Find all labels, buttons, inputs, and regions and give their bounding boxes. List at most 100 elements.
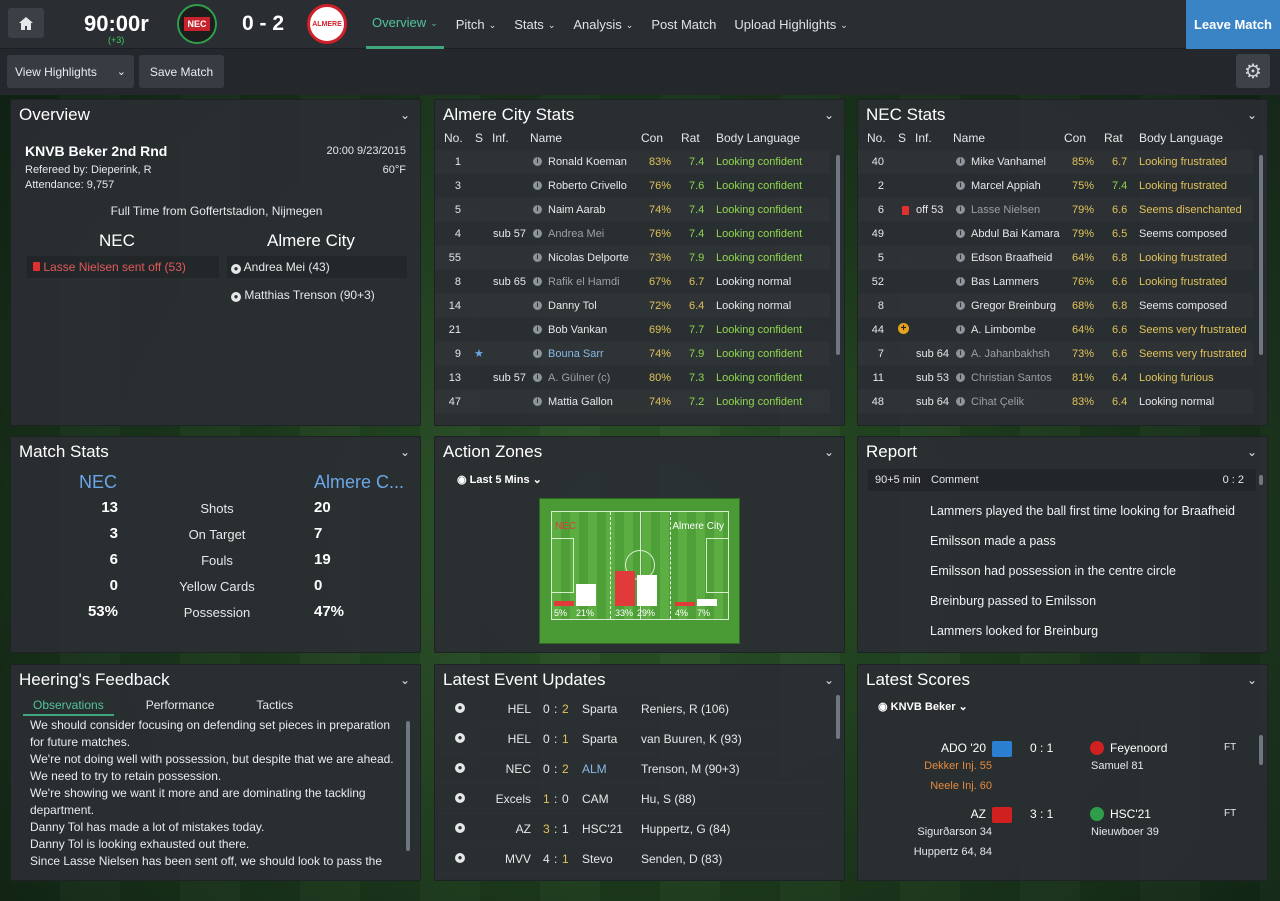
player-name[interactable]: Bob Vankan	[548, 324, 608, 336]
home-team[interactable]: MVV	[504, 852, 531, 866]
away-team[interactable]: ALM	[582, 762, 607, 776]
info-icon[interactable]: i	[956, 373, 965, 382]
settings-button[interactable]: ⚙	[1236, 54, 1270, 88]
scrollbar[interactable]	[836, 695, 840, 739]
player-name[interactable]: Roberto Crivello	[548, 180, 627, 192]
column-header[interactable]: Inf.	[915, 131, 932, 145]
away-team[interactable]: HSC'21	[582, 822, 623, 836]
info-icon[interactable]: i	[956, 205, 965, 214]
score-row[interactable]: AZ 3 : 1 HSC'21 FT Sigurðarson 34 Huppertz 64…	[858, 804, 1258, 864]
home-team-crest[interactable]: NEC	[177, 4, 217, 44]
home-button[interactable]	[8, 8, 44, 38]
info-icon[interactable]: i	[956, 157, 965, 166]
info-icon[interactable]: i	[533, 181, 542, 190]
tab-stats[interactable]: Stats ⌄	[508, 0, 561, 49]
chevron-down-icon[interactable]: ⌄	[823, 445, 834, 459]
info-icon[interactable]: i	[533, 157, 542, 166]
column-header[interactable]: Rat	[681, 131, 700, 145]
player-name[interactable]: Marcel Appiah	[971, 180, 1041, 192]
away-team-crest[interactable]: ALMERE	[307, 4, 347, 44]
away-team[interactable]: Sparta	[582, 702, 618, 716]
info-icon[interactable]: i	[533, 373, 542, 382]
scrollbar[interactable]	[1259, 155, 1263, 355]
event-row[interactable]: ● HEL 0:1 Sparta van Buuren, K (93)	[435, 724, 830, 754]
column-header[interactable]: S	[898, 131, 907, 145]
away-team[interactable]: Sparta	[582, 732, 618, 746]
table-row[interactable]: 2 i Marcel Appiah 75% 7.4 Looking frustrated	[858, 174, 1253, 198]
info-icon[interactable]: i	[533, 253, 542, 262]
player-name[interactable]: Edson Braafheid	[971, 252, 1053, 264]
info-icon[interactable]: i	[956, 301, 965, 310]
away-team[interactable]: Feyenoord	[1110, 741, 1168, 755]
info-icon[interactable]: i	[956, 349, 965, 358]
tab-performance[interactable]: Performance	[145, 698, 215, 712]
tab-tactics[interactable]: Tactics	[256, 698, 294, 712]
chevron-down-icon[interactable]: ⌄	[823, 673, 834, 687]
player-name[interactable]: Gregor Breinburg	[971, 300, 1056, 312]
home-team[interactable]: Excels	[495, 792, 531, 806]
column-header[interactable]: S	[475, 131, 484, 145]
chevron-down-icon[interactable]: ⌄	[1246, 108, 1257, 122]
table-row[interactable]: 14 i Danny Tol 72% 6.4 Looking normal	[435, 294, 830, 318]
home-team[interactable]: HEL	[507, 702, 531, 716]
chevron-down-icon[interactable]: ⌄	[399, 673, 410, 687]
table-row[interactable]: 7 sub 64 i A. Jahanbakhsh 73% 6.6 Seems very f…	[858, 342, 1253, 366]
table-row[interactable]: 13 sub 57 i A. Gülner (c) 80% 7.3 Looking conf…	[435, 366, 830, 390]
home-team[interactable]: AZ	[515, 822, 531, 836]
player-name[interactable]: Andrea Mei	[548, 228, 605, 240]
table-row[interactable]: 6 off 53 i Lasse Nielsen 79% 6.6 Seems disench…	[858, 198, 1253, 222]
info-icon[interactable]: i	[956, 397, 965, 406]
info-icon[interactable]: i	[533, 301, 542, 310]
table-row[interactable]: 21 i Bob Vankan 69% 7.7 Looking confident	[435, 318, 830, 342]
player-name[interactable]: A. Gülner (c)	[548, 372, 611, 384]
info-icon[interactable]: i	[533, 205, 542, 214]
chevron-down-icon[interactable]: ⌄	[1246, 445, 1257, 459]
column-header[interactable]: Inf.	[492, 131, 509, 145]
score-row[interactable]: ADO '20 0 : 1 Feyenoord FT Dekker Inj. 55 Nee…	[858, 738, 1258, 798]
column-header[interactable]: Name	[530, 131, 563, 145]
table-row[interactable]: 49 i Abdul Bai Kamara 79% 6.5 Seems composed	[858, 222, 1253, 246]
home-team[interactable]: HEL	[507, 732, 531, 746]
table-row[interactable]: 9 ★ i Bouna Sarr 74% 7.9 Looking confident	[435, 342, 830, 366]
player-name[interactable]: Abdul Bai Kamara	[971, 228, 1060, 240]
info-icon[interactable]: i	[956, 229, 965, 238]
column-header[interactable]: No.	[867, 131, 886, 145]
player-name[interactable]: Mattia Gallon	[548, 396, 613, 408]
table-row[interactable]: 11 sub 53 i Christian Santos 81% 6.4 Looking f…	[858, 366, 1253, 390]
table-row[interactable]: 47 i Mattia Gallon 74% 7.2 Looking confident	[435, 390, 830, 414]
table-row[interactable]: 8 sub 65 i Rafik el Hamdi 67% 6.7 Looking norm…	[435, 270, 830, 294]
column-header[interactable]: Body Language	[716, 131, 801, 145]
table-row[interactable]: 3 i Roberto Crivello 76% 7.6 Looking confiden…	[435, 174, 830, 198]
chevron-down-icon[interactable]: ⌄	[823, 108, 834, 122]
tab-pitch[interactable]: Pitch ⌄	[450, 0, 502, 49]
table-row[interactable]: 8 i Gregor Breinburg 68% 6.8 Seems composed	[858, 294, 1253, 318]
info-icon[interactable]: i	[956, 277, 965, 286]
view-highlights-dropdown[interactable]: View Highlights ⌄	[7, 55, 134, 88]
table-row[interactable]: 55 i Nicolas Delporte 73% 7.9 Looking confide…	[435, 246, 830, 270]
player-name[interactable]: Danny Tol	[548, 300, 597, 312]
event-row[interactable]: ● Excels 1:0 CAM Hu, S (88)	[435, 784, 830, 814]
player-name[interactable]: Bouna Sarr	[548, 348, 604, 360]
event-row[interactable]: ● NEC 0:2 ALM Trenson, M (90+3)	[435, 754, 830, 784]
column-header[interactable]: Con	[641, 131, 664, 145]
info-icon[interactable]: i	[956, 253, 965, 262]
leave-match-button[interactable]: Leave Match	[1186, 0, 1280, 49]
home-team[interactable]: ADO '20	[941, 741, 986, 755]
competition-filter-dropdown[interactable]: ◉ KNVB Beker ⌄	[878, 701, 968, 713]
scrollbar[interactable]	[1259, 475, 1263, 485]
away-team[interactable]: CAM	[582, 792, 609, 806]
player-name[interactable]: Bas Lammers	[971, 276, 1039, 288]
player-name[interactable]: A. Jahanbakhsh	[971, 348, 1050, 360]
time-filter-dropdown[interactable]: ◉ Last 5 Mins ⌄	[457, 474, 542, 486]
home-team[interactable]: NEC	[505, 762, 531, 776]
player-name[interactable]: Christian Santos	[971, 372, 1052, 384]
table-row[interactable]: 44 + i A. Limbombe 64% 6.6 Seems very frustrat…	[858, 318, 1253, 342]
scrollbar[interactable]	[836, 155, 840, 355]
table-row[interactable]: 48 sub 64 i Cihat Çelik 83% 6.4 Looking normal	[858, 390, 1253, 414]
table-row[interactable]: 5 i Naim Aarab 74% 7.4 Looking confident	[435, 198, 830, 222]
column-header[interactable]: Rat	[1104, 131, 1123, 145]
player-name[interactable]: Ronald Koeman	[548, 156, 627, 168]
table-row[interactable]: 4 sub 57 i Andrea Mei 76% 7.4 Looking confiden…	[435, 222, 830, 246]
info-icon[interactable]: i	[533, 325, 542, 334]
scrollbar[interactable]	[406, 721, 410, 851]
